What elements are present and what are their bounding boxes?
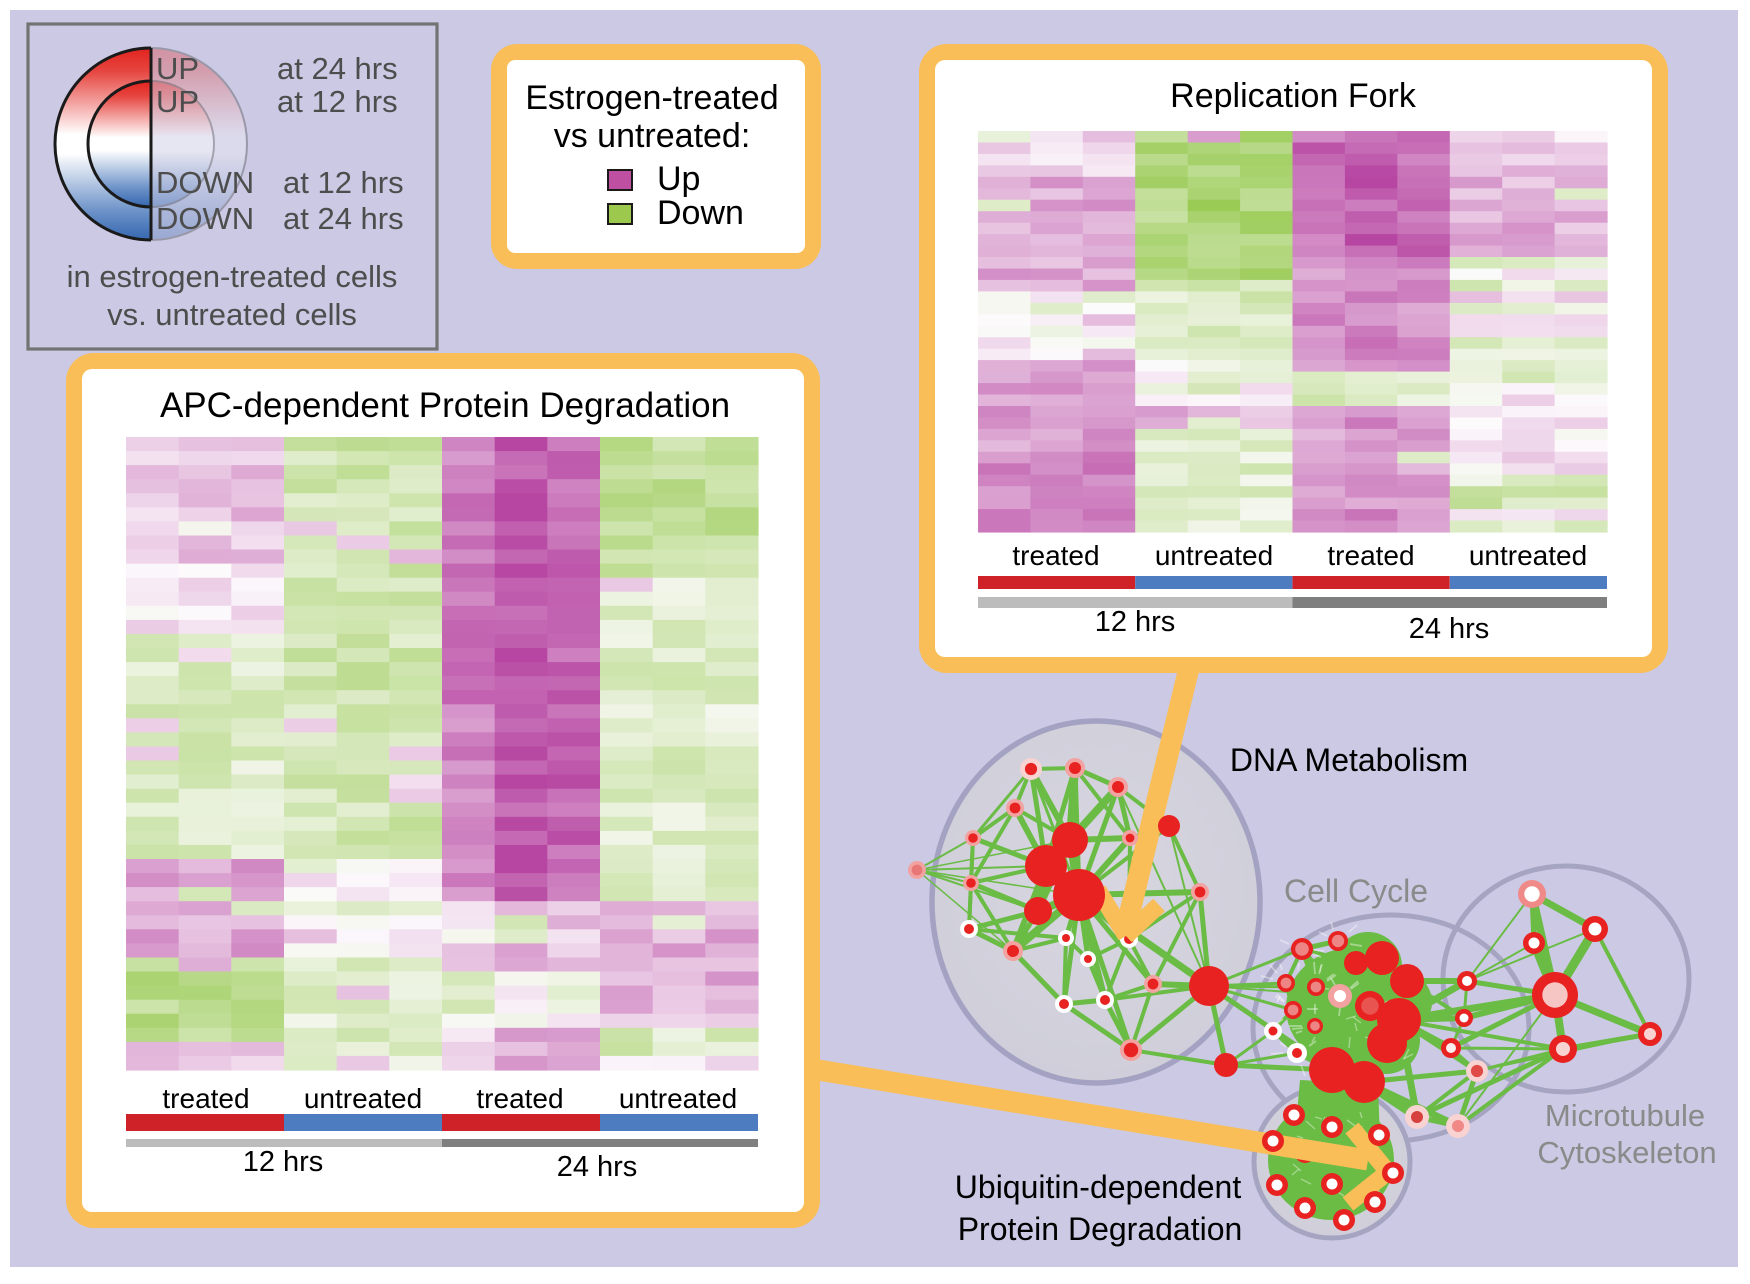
svg-text:treated: treated xyxy=(1012,540,1099,571)
svg-text:Microtubule: Microtubule xyxy=(1545,1098,1705,1133)
svg-text:untreated: untreated xyxy=(304,1083,422,1114)
svg-text:Up: Up xyxy=(657,160,700,198)
svg-text:at 12 hrs: at 12 hrs xyxy=(277,84,398,119)
svg-text:UP: UP xyxy=(156,51,199,86)
svg-text:DOWN: DOWN xyxy=(156,201,254,236)
svg-text:Ubiquitin-dependent: Ubiquitin-dependent xyxy=(955,1169,1242,1205)
svg-text:APC-dependent Protein Degradat: APC-dependent Protein Degradation xyxy=(160,386,730,425)
svg-text:12 hrs: 12 hrs xyxy=(1095,606,1176,638)
svg-text:Cytoskeleton: Cytoskeleton xyxy=(1537,1135,1716,1170)
svg-text:Cell Cycle: Cell Cycle xyxy=(1284,873,1428,909)
svg-text:at 12 hrs: at 12 hrs xyxy=(283,165,404,200)
svg-text:12 hrs: 12 hrs xyxy=(243,1146,324,1178)
svg-text:Down: Down xyxy=(657,194,744,232)
svg-text:vs. untreated cells: vs. untreated cells xyxy=(107,297,357,332)
svg-text:DOWN: DOWN xyxy=(156,165,254,200)
svg-text:untreated: untreated xyxy=(619,1083,737,1114)
svg-text:Replication Fork: Replication Fork xyxy=(1170,77,1417,115)
svg-text:at 24 hrs: at 24 hrs xyxy=(277,51,398,86)
svg-text:24 hrs: 24 hrs xyxy=(557,1151,638,1183)
svg-text:vs untreated:: vs untreated: xyxy=(554,117,751,155)
svg-text:at 24 hrs: at 24 hrs xyxy=(283,201,404,236)
svg-text:Estrogen-treated: Estrogen-treated xyxy=(525,79,778,117)
svg-text:untreated: untreated xyxy=(1155,540,1273,571)
svg-text:DNA Metabolism: DNA Metabolism xyxy=(1230,742,1468,778)
svg-text:in estrogen-treated cells: in estrogen-treated cells xyxy=(67,259,398,294)
svg-text:24 hrs: 24 hrs xyxy=(1409,613,1490,645)
svg-text:UP: UP xyxy=(156,84,199,119)
svg-text:treated: treated xyxy=(162,1083,249,1114)
svg-text:treated: treated xyxy=(1327,540,1414,571)
svg-text:Protein Degradation: Protein Degradation xyxy=(958,1211,1243,1247)
svg-text:untreated: untreated xyxy=(1469,540,1587,571)
svg-text:treated: treated xyxy=(476,1083,563,1114)
